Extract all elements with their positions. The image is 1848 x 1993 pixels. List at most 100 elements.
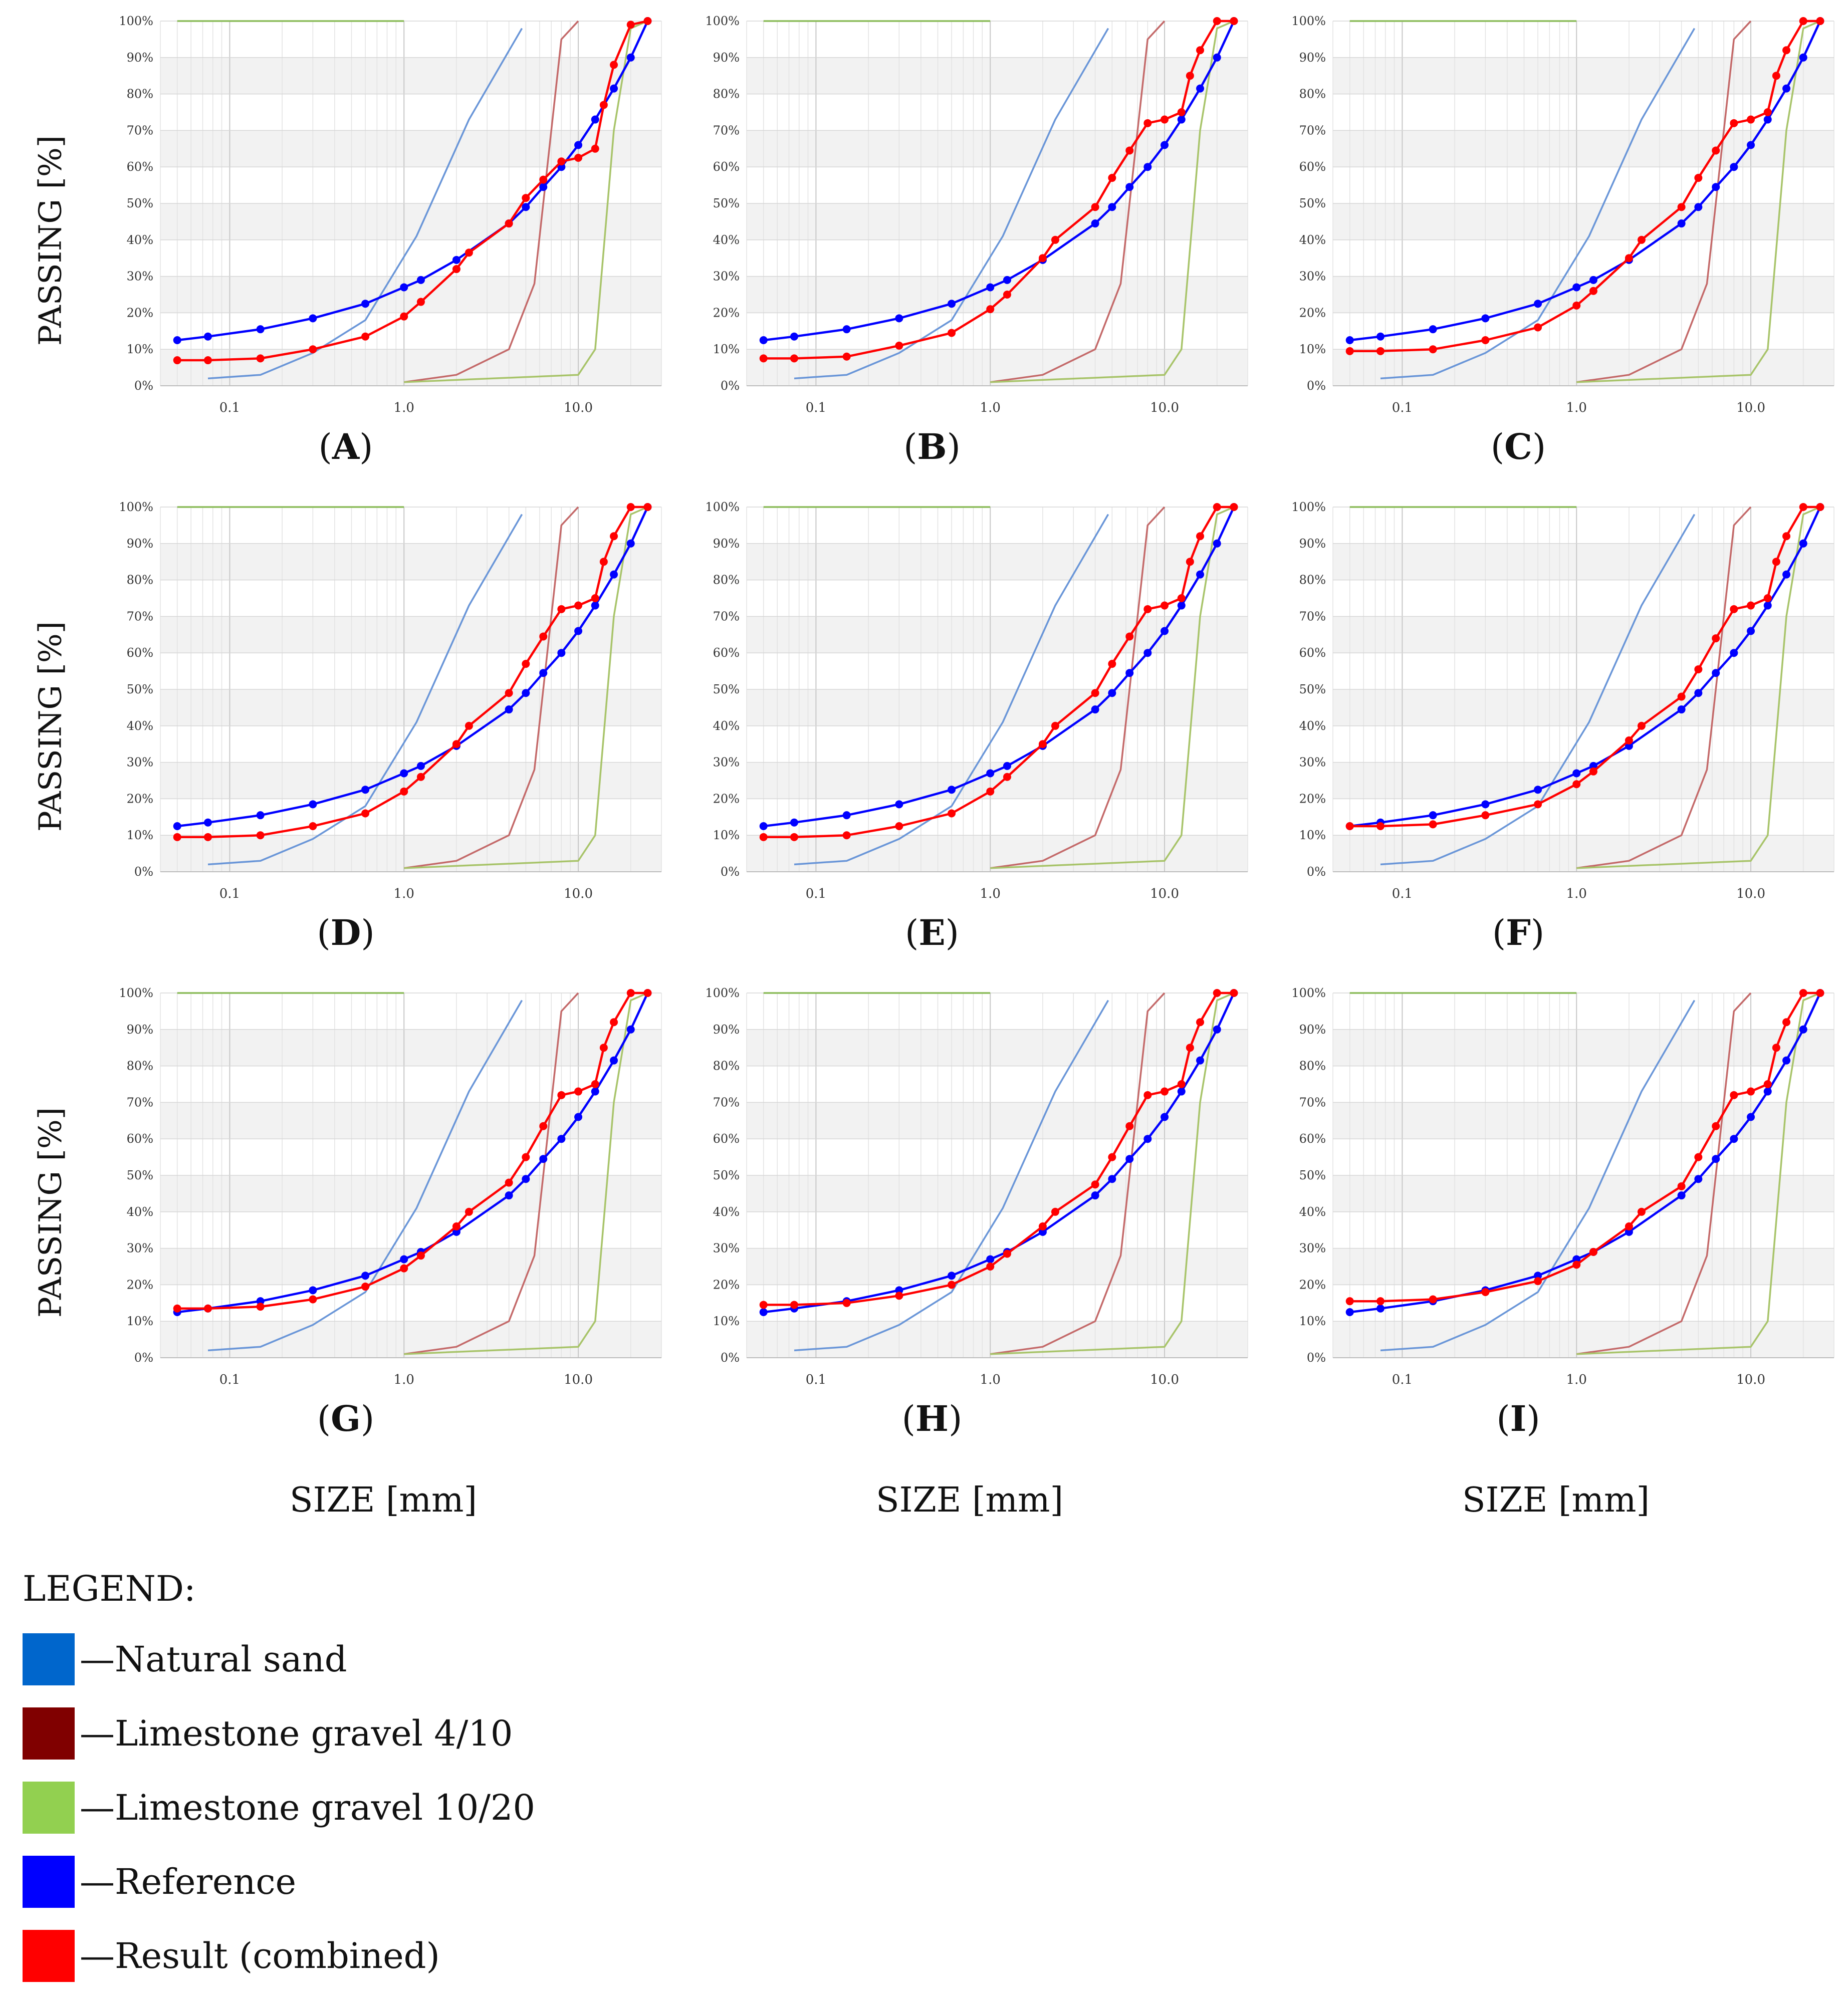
result-point bbox=[539, 632, 548, 641]
reference-point bbox=[1196, 570, 1205, 579]
grid-band bbox=[747, 276, 1248, 313]
result-point bbox=[203, 1304, 212, 1313]
grid-band bbox=[160, 762, 661, 799]
legend-swatch-gravel-4-10 bbox=[23, 1707, 75, 1760]
result-point bbox=[1481, 1288, 1490, 1296]
x-tick-label: 10.0 bbox=[1736, 886, 1765, 901]
panel-letter: G bbox=[331, 1398, 361, 1439]
result-point bbox=[643, 503, 652, 511]
reference-point bbox=[948, 1272, 956, 1280]
y-tick-label: 50% bbox=[127, 196, 153, 210]
y-tick-label: 70% bbox=[713, 1095, 740, 1109]
reference-point bbox=[1747, 627, 1755, 635]
y-tick-label: 30% bbox=[713, 756, 740, 770]
result-point bbox=[539, 1122, 548, 1130]
reference-point bbox=[361, 786, 370, 794]
result-point bbox=[1161, 601, 1169, 610]
x-tick-label: 10.0 bbox=[564, 400, 593, 415]
result-point bbox=[465, 1207, 473, 1216]
reference-point bbox=[1161, 627, 1169, 635]
y-tick-label: 60% bbox=[713, 646, 740, 660]
y-tick-label: 80% bbox=[1299, 573, 1326, 587]
reference-point bbox=[1125, 1155, 1134, 1163]
result-point bbox=[1625, 254, 1633, 263]
y-tick-label: 30% bbox=[1299, 756, 1326, 770]
grid-band bbox=[747, 203, 1248, 240]
y-tick-label: 20% bbox=[713, 1278, 740, 1292]
result-point bbox=[1230, 503, 1238, 511]
y-tick-label: 100% bbox=[705, 14, 740, 28]
grid-band bbox=[747, 1248, 1248, 1285]
legend-item-gravel-4-10: —Limestone gravel 4/10 bbox=[23, 1696, 535, 1771]
result-point bbox=[1712, 1122, 1720, 1130]
x-tick-label: 0.1 bbox=[1392, 1372, 1413, 1387]
panel-letter: A bbox=[332, 426, 360, 467]
result-point bbox=[1481, 811, 1490, 820]
result-point bbox=[557, 605, 566, 613]
reference-point bbox=[1799, 1025, 1807, 1034]
result-point bbox=[1143, 119, 1152, 127]
reference-point bbox=[1712, 183, 1720, 191]
y-tick-label: 100% bbox=[1291, 500, 1326, 514]
result-point bbox=[591, 144, 599, 153]
legend-item-gravel-10-20: —Limestone gravel 10/20 bbox=[23, 1771, 535, 1845]
y-tick-label: 10% bbox=[1299, 828, 1326, 842]
y-tick-label: 30% bbox=[1299, 270, 1326, 284]
result-point bbox=[1161, 1087, 1169, 1096]
y-tick-label: 70% bbox=[127, 123, 153, 137]
y-tick-label: 20% bbox=[713, 306, 740, 320]
result-point bbox=[591, 594, 599, 602]
result-point bbox=[1637, 721, 1646, 730]
series-line-natural-sand bbox=[794, 514, 1109, 866]
result-point bbox=[599, 558, 608, 566]
reference-point bbox=[416, 762, 425, 770]
reference-point bbox=[1108, 689, 1116, 697]
reference-point bbox=[1213, 1025, 1221, 1034]
series-line-natural-sand bbox=[207, 28, 523, 380]
result-point bbox=[1637, 1207, 1646, 1216]
result-point bbox=[842, 831, 851, 840]
chart-i: 0% 10% 20% 30% 40% 50% 60% 70% 80% 90% 100% 0.1 1.0 1… bbox=[1291, 986, 1834, 1387]
y-tick-label: 30% bbox=[127, 756, 153, 770]
reference-point bbox=[361, 300, 370, 308]
result-point bbox=[948, 809, 956, 818]
x-tick-label: 0.1 bbox=[806, 400, 826, 415]
y-tick-label: 60% bbox=[713, 1132, 740, 1146]
y-tick-label: 30% bbox=[127, 270, 153, 284]
reference-point bbox=[1747, 141, 1755, 149]
result-point bbox=[1429, 345, 1437, 354]
result-point bbox=[1782, 532, 1791, 541]
reference-point bbox=[1177, 1087, 1186, 1096]
result-point bbox=[1730, 1091, 1738, 1099]
y-tick-label: 90% bbox=[127, 537, 153, 551]
reference-point bbox=[1376, 332, 1384, 341]
y-tick-label: 30% bbox=[1299, 1241, 1326, 1256]
y-tick-label: 90% bbox=[127, 51, 153, 65]
panel-label-c: (C) bbox=[1490, 426, 1546, 467]
result-point bbox=[1782, 1018, 1791, 1027]
result-point bbox=[1799, 503, 1807, 511]
reference-point bbox=[1763, 115, 1772, 124]
reference-point bbox=[1143, 649, 1152, 657]
y-tick-label: 90% bbox=[1299, 51, 1326, 65]
result-point bbox=[557, 157, 566, 166]
panel-f: 0% 10% 20% 30% 40% 50% 60% 70% 80% 90% 100% 0.1 1.0 1… bbox=[1268, 496, 1839, 977]
result-point bbox=[1816, 989, 1824, 997]
reference-point bbox=[1730, 649, 1738, 657]
grid-band bbox=[160, 203, 661, 240]
panel-label-d: (D) bbox=[317, 912, 375, 953]
result-point bbox=[1763, 108, 1772, 116]
reference-point bbox=[1782, 570, 1791, 579]
y-tick-label: 70% bbox=[1299, 123, 1326, 137]
result-point bbox=[400, 312, 408, 321]
y-tick-label: 40% bbox=[127, 233, 153, 247]
reference-point bbox=[1572, 283, 1581, 292]
result-point bbox=[309, 822, 317, 830]
panel-letter: H bbox=[915, 1398, 949, 1439]
panel-letter: D bbox=[330, 912, 361, 953]
reference-point bbox=[1429, 325, 1437, 334]
result-point bbox=[1038, 740, 1047, 749]
result-point bbox=[1213, 17, 1221, 25]
grid-band bbox=[747, 1029, 1248, 1066]
